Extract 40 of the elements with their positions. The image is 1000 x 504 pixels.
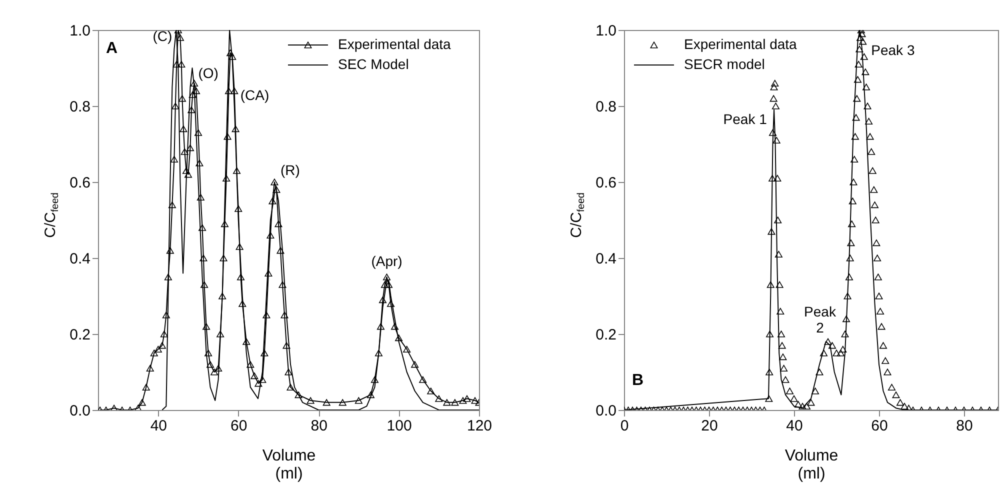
legend-label: SECR model xyxy=(684,56,765,72)
annotation: (CA) xyxy=(240,86,270,103)
y-tick-label: 0.6 xyxy=(70,174,90,192)
x-tick-label: 120 xyxy=(466,418,492,434)
annotation: (R) xyxy=(280,162,300,178)
annotation: A xyxy=(106,40,118,57)
y-tick-label: 1.0 xyxy=(70,22,90,40)
y-tick-label: 0.0 xyxy=(596,402,616,420)
y-tick-label: 0.0 xyxy=(70,402,90,420)
x-tick-label: 0 xyxy=(620,418,629,434)
annotation: (O) xyxy=(198,65,218,82)
y-tick-label: 0.2 xyxy=(70,326,90,344)
y-axis-title: C/Cfeed xyxy=(568,192,587,238)
annotation: (C) xyxy=(152,28,172,44)
x-tick-label: 20 xyxy=(701,418,718,434)
annotation: Peak 2 xyxy=(804,304,837,336)
annotation: B xyxy=(632,372,644,389)
y-tick-label: 1.0 xyxy=(596,22,616,40)
y-tick-label: 0.4 xyxy=(70,250,90,268)
x-axis-title: Volume (ml) xyxy=(262,448,316,482)
y-tick-label: 0.8 xyxy=(596,98,616,116)
legend-label: Experimental data xyxy=(338,36,452,52)
y-tick-label: 0.2 xyxy=(596,326,616,344)
legend-label: Experimental data xyxy=(684,36,798,52)
x-tick-label: 40 xyxy=(786,418,803,434)
x-tick-label: 80 xyxy=(310,418,328,434)
annotation: Peak 1 xyxy=(723,111,768,128)
y-tick-label: 0.4 xyxy=(596,250,616,268)
annotation: Peak 3 xyxy=(871,42,915,58)
annotation: (Apr) xyxy=(371,253,402,269)
x-axis-title: Volume (ml) xyxy=(784,448,838,482)
y-tick-label: 0.6 xyxy=(596,174,616,192)
x-tick-label: 100 xyxy=(386,418,412,434)
y-axis-title: C/Cfeed xyxy=(42,192,61,238)
x-tick-label: 40 xyxy=(150,418,167,434)
x-tick-label: 60 xyxy=(230,418,248,434)
x-tick-label: 80 xyxy=(956,418,973,434)
x-tick-label: 60 xyxy=(871,418,888,434)
legend-label: SEC Model xyxy=(338,56,409,72)
y-tick-label: 0.8 xyxy=(70,98,90,116)
